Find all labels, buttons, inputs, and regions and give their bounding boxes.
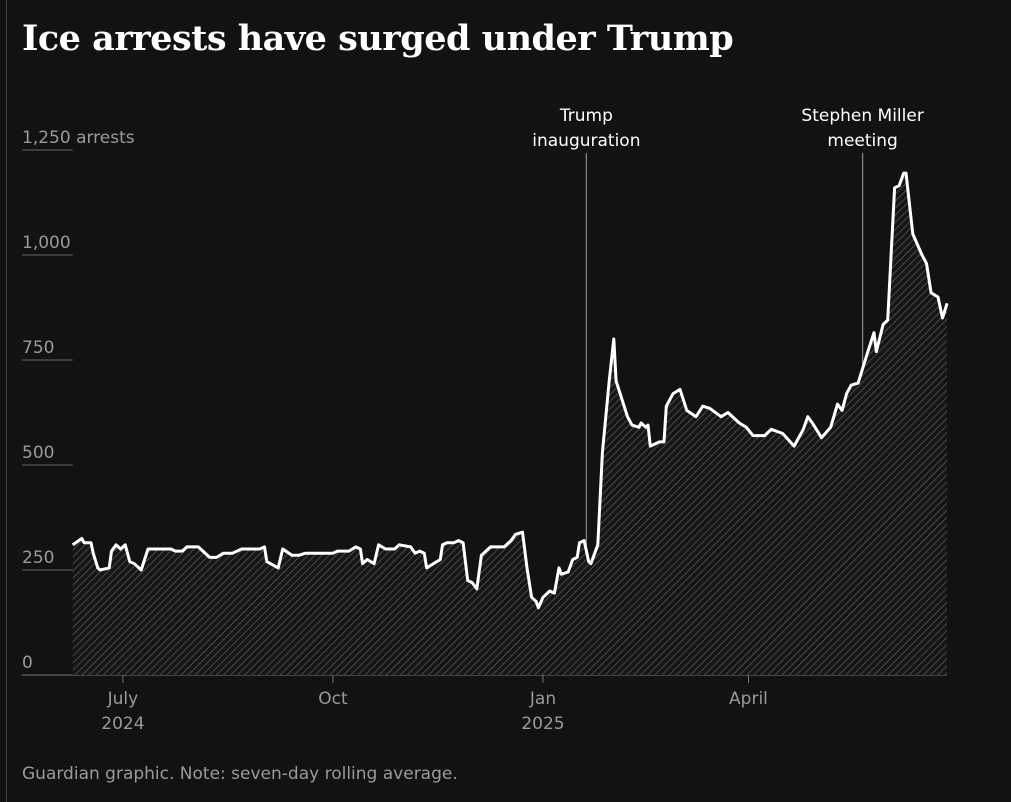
y-tick-value: 250 <box>22 548 54 568</box>
area-fill <box>72 173 948 675</box>
x-tick-label: July <box>107 689 139 709</box>
y-tick-value: 750 <box>22 338 54 358</box>
y-tick-value: 0 <box>22 653 33 673</box>
y-unit-label: arrests <box>71 128 135 148</box>
annotation-label: Trump <box>559 106 613 126</box>
y-tick-label: 0 <box>22 653 33 673</box>
annotation-label: inauguration <box>532 131 640 151</box>
x-tick-label: April <box>729 689 768 709</box>
y-tick-label: 500 <box>22 443 54 463</box>
y-tick-label: 1,000 <box>22 233 71 253</box>
y-tick-value: 1,000 <box>22 233 71 253</box>
x-tick-year: 2025 <box>521 714 564 734</box>
x-tick-year: 2024 <box>101 714 144 734</box>
annotations: Trump inauguration Stephen Miller meeting <box>532 106 924 550</box>
y-tick-label: 1,250 arrests <box>22 128 135 148</box>
series-line <box>71 171 949 610</box>
annotation-label: meeting <box>827 131 897 151</box>
annotation-label: Stephen Miller <box>801 106 923 126</box>
y-tick-label: 750 <box>22 338 54 358</box>
x-tick-label: Oct <box>318 689 348 709</box>
y-tick-label: 250 <box>22 548 54 568</box>
y-tick-value: 1,250 <box>22 128 71 148</box>
x-axis: July 2024 Oct Jan 2025 April <box>101 675 768 734</box>
left-rule <box>6 0 7 802</box>
chart-title: Ice arrests have surged under Trump <box>22 18 734 59</box>
footer-note: Guardian graphic. Note: seven-day rollin… <box>22 764 458 784</box>
x-tick-label: Jan <box>529 689 556 709</box>
y-tick-value: 500 <box>22 443 54 463</box>
